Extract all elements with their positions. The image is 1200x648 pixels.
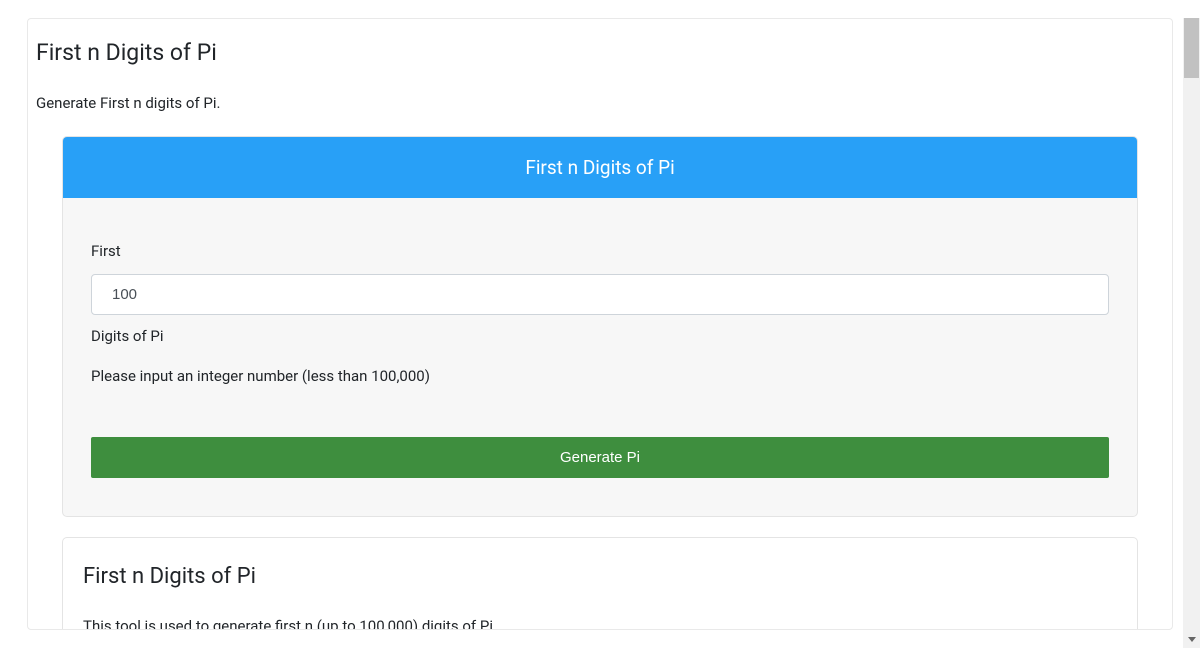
card-header-title: First n Digits of Pi bbox=[63, 137, 1137, 198]
generate-button[interactable]: Generate Pi bbox=[91, 437, 1109, 478]
scroll-down-icon[interactable] bbox=[1183, 631, 1200, 648]
generator-card: First n Digits of Pi First Digits of Pi … bbox=[62, 136, 1138, 517]
scrollbar-thumb[interactable] bbox=[1184, 18, 1199, 78]
vertical-scrollbar[interactable] bbox=[1183, 18, 1200, 648]
input-label-before: First bbox=[91, 242, 1109, 260]
info-card-body: First n Digits of Pi This tool is used t… bbox=[63, 538, 1137, 630]
input-hint: Please input an integer number (less tha… bbox=[91, 367, 1109, 385]
page-container: First n Digits of Pi Generate First n di… bbox=[27, 18, 1173, 630]
card-body: First Digits of Pi Please input an integ… bbox=[63, 198, 1137, 516]
digits-input[interactable] bbox=[91, 274, 1109, 315]
info-card-title: First n Digits of Pi bbox=[83, 564, 1117, 589]
page-title: First n Digits of Pi bbox=[36, 39, 1164, 66]
page-subtitle: Generate First n digits of Pi. bbox=[36, 94, 1164, 112]
info-card-text: This tool is used to generate first n (u… bbox=[83, 617, 1117, 630]
info-card: First n Digits of Pi This tool is used t… bbox=[62, 537, 1138, 630]
input-label-after: Digits of Pi bbox=[91, 327, 1109, 345]
page-header: First n Digits of Pi Generate First n di… bbox=[28, 19, 1172, 112]
